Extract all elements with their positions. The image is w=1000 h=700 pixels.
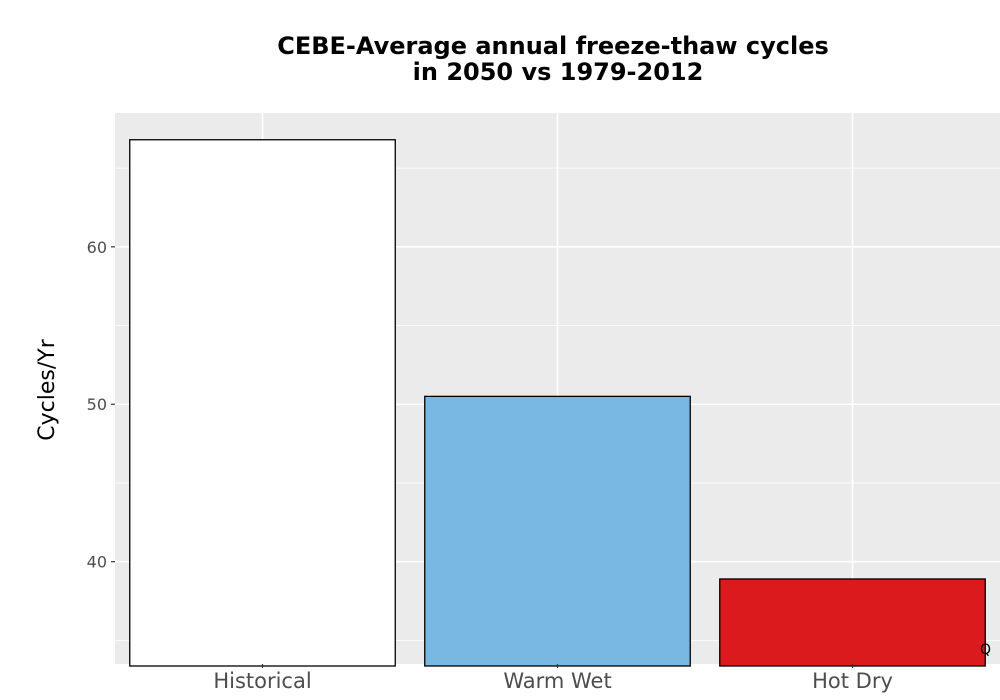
bars — [129, 139, 986, 667]
x-tick-label: Hot Dry — [812, 669, 893, 693]
y-axis-label: Cycles/Yr — [35, 338, 60, 440]
x-axis: Historical Warm Wet Hot Dry — [213, 664, 893, 693]
chart-title-line-1: CEBE-Average annual freeze-thaw cycles — [277, 32, 829, 60]
y-tick-label: 60 — [87, 238, 107, 257]
chart-title: CEBE-Average annual freeze-thaw cycles i… — [277, 32, 829, 86]
y-tick-label: 50 — [87, 395, 107, 414]
y-axis: 40 50 60 — [87, 238, 115, 572]
bar-historical — [129, 139, 396, 667]
x-tick-label: Warm Wet — [503, 669, 611, 693]
chart-title-line-2: in 2050 vs 1979-2012 — [413, 58, 704, 86]
bar-warm-wet — [424, 395, 691, 667]
y-tick-label: 40 — [87, 553, 107, 572]
bar-hot-dry — [719, 578, 986, 667]
x-tick-label: Historical — [213, 669, 311, 693]
corner-note: Q — [980, 642, 991, 658]
